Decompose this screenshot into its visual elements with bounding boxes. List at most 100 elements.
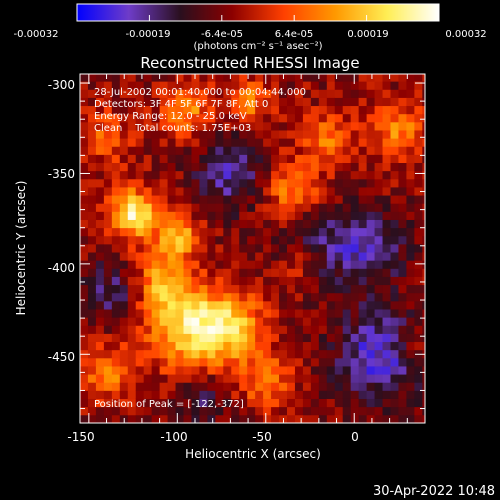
heatmap-cell	[247, 74, 256, 82]
heatmap-cell	[87, 154, 97, 164]
heatmap-cell	[239, 317, 248, 326]
heatmap-cell	[167, 130, 176, 139]
heatmap-cell	[127, 105, 137, 115]
heatmap-cell	[183, 162, 192, 172]
heatmap-cell	[334, 105, 344, 115]
heatmap-cell	[390, 366, 399, 375]
heatmap-cell	[334, 227, 344, 237]
heatmap-cell	[326, 162, 336, 172]
heatmap-cell	[263, 195, 272, 204]
heatmap-cell	[414, 309, 423, 318]
heatmap-cell	[342, 349, 352, 359]
heatmap-cell	[231, 317, 240, 326]
heatmap-cell	[151, 382, 161, 391]
heatmap-cell	[279, 398, 288, 408]
heatmap-cell	[414, 178, 423, 188]
heatmap-cell	[135, 309, 145, 318]
heatmap-cell	[390, 195, 399, 204]
heatmap-cell	[231, 357, 240, 367]
heatmap-cell	[390, 357, 399, 367]
heatmap-cell	[326, 325, 336, 334]
heatmap-cell	[255, 390, 264, 399]
heatmap-cell	[223, 89, 232, 98]
heatmap-cell	[374, 398, 383, 408]
heatmap-cell	[80, 414, 89, 424]
heatmap-cell	[350, 349, 360, 359]
heatmap-cell	[151, 260, 161, 269]
heatmap-cell	[191, 235, 200, 245]
heatmap-cell	[143, 292, 153, 302]
heatmap-cell	[350, 89, 360, 98]
heatmap-cell	[414, 284, 423, 294]
heatmap-cell	[231, 406, 240, 416]
heatmap-cell	[263, 260, 272, 269]
heatmap-cell	[239, 252, 248, 261]
heatmap-cell	[382, 333, 391, 343]
heatmap-cell	[95, 366, 105, 375]
heatmap-cell	[287, 300, 296, 310]
heatmap-cell	[350, 170, 360, 180]
heatmap-cell	[103, 252, 113, 261]
heatmap-cell	[310, 414, 320, 424]
heatmap-cell	[366, 398, 375, 408]
heatmap-cell	[159, 113, 168, 123]
heatmap-cell	[111, 211, 121, 220]
heatmap-cell	[135, 398, 145, 408]
heatmap-cell	[103, 105, 113, 115]
heatmap-cell	[159, 130, 168, 139]
heatmap-cell	[191, 203, 200, 212]
heatmap-cell	[103, 235, 113, 245]
heatmap-cell	[207, 219, 216, 229]
heatmap-cell	[271, 366, 280, 375]
heatmap-cell	[350, 292, 360, 302]
heatmap-cell	[215, 243, 224, 253]
heatmap-cell	[414, 333, 423, 343]
heatmap-cell	[80, 105, 89, 115]
heatmap-cell	[271, 219, 280, 229]
heatmap-cell	[175, 325, 184, 334]
heatmap-cell	[271, 81, 280, 90]
heatmap-cell	[350, 300, 360, 310]
heatmap-cell	[223, 178, 232, 188]
heatmap-cell	[167, 121, 176, 131]
heatmap-cell	[374, 74, 383, 82]
heatmap-cell	[191, 284, 200, 294]
heatmap-cell	[231, 414, 240, 424]
heatmap-cell	[80, 382, 89, 391]
heatmap-cell	[231, 105, 240, 115]
heatmap-cell	[159, 178, 168, 188]
heatmap-cell	[318, 211, 328, 220]
heatmap-cell	[215, 89, 224, 98]
heatmap-cell	[103, 97, 113, 107]
heatmap-cell	[366, 292, 375, 302]
heatmap-cell	[231, 162, 240, 172]
heatmap-cell	[342, 414, 352, 424]
heatmap-cell	[287, 154, 296, 164]
heatmap-cell	[279, 170, 288, 180]
heatmap-cell	[271, 227, 280, 237]
heatmap-cell	[247, 366, 256, 375]
heatmap-cell	[80, 235, 89, 245]
heatmap-cell	[175, 268, 184, 277]
heatmap-cell	[191, 317, 200, 326]
heatmap-cell	[310, 341, 320, 351]
heatmap-cell	[167, 219, 176, 229]
heatmap-cell	[127, 325, 137, 334]
heatmap-cell	[279, 211, 288, 220]
heatmap-cell	[358, 138, 368, 147]
heatmap-cell	[310, 260, 320, 269]
heatmap-cell	[127, 357, 137, 367]
colorbar-tick-label: -6.4e-05	[201, 29, 243, 40]
heatmap-cell	[127, 154, 137, 164]
heatmap-cell	[398, 414, 407, 424]
heatmap-cell	[350, 414, 360, 424]
heatmap-cell	[334, 74, 344, 82]
heatmap-cell	[414, 235, 423, 245]
heatmap-cell	[422, 292, 426, 302]
heatmap-cell	[287, 260, 296, 269]
heatmap-cell	[223, 357, 232, 367]
heatmap-cell	[342, 382, 352, 391]
heatmap-cell	[239, 74, 248, 82]
heatmap-cell	[159, 357, 168, 367]
heatmap-cell	[95, 219, 105, 229]
